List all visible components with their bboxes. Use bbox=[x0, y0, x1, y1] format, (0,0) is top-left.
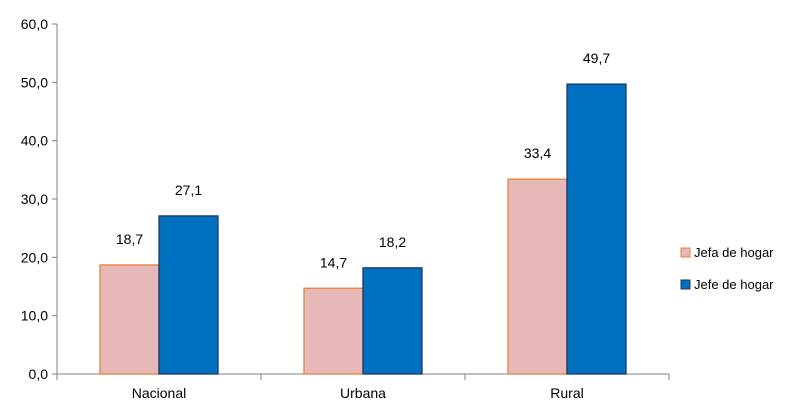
legend-swatch bbox=[680, 279, 691, 290]
bar-jefa-urbana bbox=[303, 287, 364, 375]
bars bbox=[99, 83, 627, 375]
y-tick-label: 30,0 bbox=[21, 191, 48, 207]
x-tick-label: Nacional bbox=[132, 385, 186, 401]
data-label: 33,4 bbox=[524, 145, 551, 161]
y-tick-label: 10,0 bbox=[21, 308, 48, 324]
data-labels: 18,7 27,1 14,7 18,2 33,4 49,7 bbox=[116, 50, 610, 270]
bar-jefe-urbana bbox=[362, 267, 423, 375]
data-label: 18,2 bbox=[379, 234, 406, 250]
bar-jefe-rural bbox=[566, 83, 627, 375]
data-label: 49,7 bbox=[583, 50, 610, 66]
bar-jefe-nacional bbox=[158, 215, 219, 375]
data-label: 14,7 bbox=[320, 254, 347, 270]
bar-jefa-nacional bbox=[99, 264, 160, 375]
y-tick-label: 40,0 bbox=[21, 133, 48, 149]
x-axis: Nacional Urbana Rural bbox=[56, 373, 670, 401]
x-tick-label: Rural bbox=[550, 385, 583, 401]
y-tick-label: 20,0 bbox=[21, 249, 48, 265]
legend-label: Jefa de hogar bbox=[694, 245, 774, 260]
data-label: 18,7 bbox=[116, 231, 143, 247]
legend-label: Jefe de hogar bbox=[694, 277, 774, 292]
legend: Jefa de hogar Jefe de hogar bbox=[680, 245, 774, 292]
y-axis: 0,0 10,0 20,0 30,0 40,0 50,0 60,0 bbox=[21, 16, 58, 382]
legend-swatch bbox=[680, 247, 691, 258]
y-tick-label: 50,0 bbox=[21, 74, 48, 90]
x-tick-label: Urbana bbox=[340, 385, 386, 401]
y-tick-label: 60,0 bbox=[21, 16, 48, 32]
data-label: 27,1 bbox=[175, 182, 202, 198]
bar-jefa-rural bbox=[507, 178, 568, 375]
y-tick-label: 0,0 bbox=[29, 366, 49, 382]
